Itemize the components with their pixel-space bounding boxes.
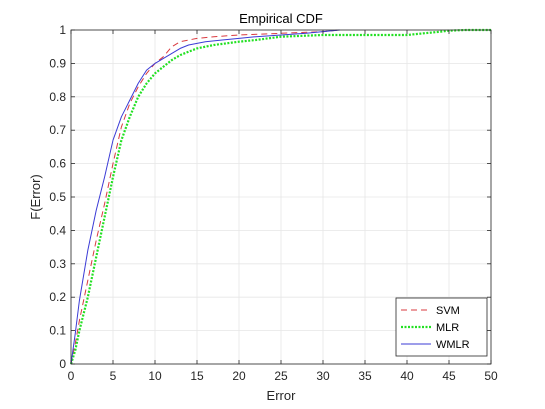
y-tick-label: 1 — [59, 23, 66, 37]
y-tick-label: 0.5 — [49, 190, 66, 204]
x-tick-label: 25 — [274, 369, 288, 383]
x-tick-label: 15 — [190, 369, 204, 383]
y-tick-label: 0.7 — [49, 123, 66, 137]
legend-box — [395, 297, 488, 357]
y-tick-label: 0.2 — [49, 290, 66, 304]
x-tick-label: 35 — [358, 369, 372, 383]
x-tick-label: 40 — [400, 369, 414, 383]
y-tick-label: 0.1 — [49, 324, 66, 338]
legend-label-svm: SVM — [436, 305, 460, 317]
y-tick-label: 0.3 — [49, 257, 66, 271]
x-tick-label: 50 — [484, 369, 498, 383]
x-tick-label: 10 — [148, 369, 162, 383]
y-tick-label: 0.4 — [49, 223, 66, 237]
series-line-wmlr — [70, 29, 340, 365]
x-tick-label: 0 — [68, 369, 75, 383]
x-tick-label: 5 — [110, 369, 117, 383]
y-tick-label: 0.8 — [49, 90, 66, 104]
y-tick-label: 0.9 — [49, 56, 66, 70]
y-axis-label: F(Error) — [28, 174, 43, 220]
legend-label-mlr: MLR — [436, 322, 459, 334]
x-axis-label: Error — [267, 388, 297, 403]
legend-label-wmlr: WMLR — [436, 339, 470, 351]
x-tick-label: 30 — [316, 369, 330, 383]
x-tick-label: 45 — [442, 369, 456, 383]
y-tick-label: 0.6 — [49, 157, 66, 171]
legend: SVM MLR WMLR — [395, 297, 488, 357]
x-tick-label: 20 — [232, 369, 246, 383]
series-layer — [69, 28, 491, 365]
axis-ticks: 0 5 10 15 20 25 30 35 40 45 50 0 0.1 0.2 0.3 0.4 0.5 0.6 0… — [49, 23, 498, 383]
series-line-svm — [70, 29, 340, 365]
series-line-mlr — [69, 28, 491, 365]
y-tick-label: 0 — [59, 357, 66, 371]
chart-title: Empirical CDF — [239, 11, 323, 26]
